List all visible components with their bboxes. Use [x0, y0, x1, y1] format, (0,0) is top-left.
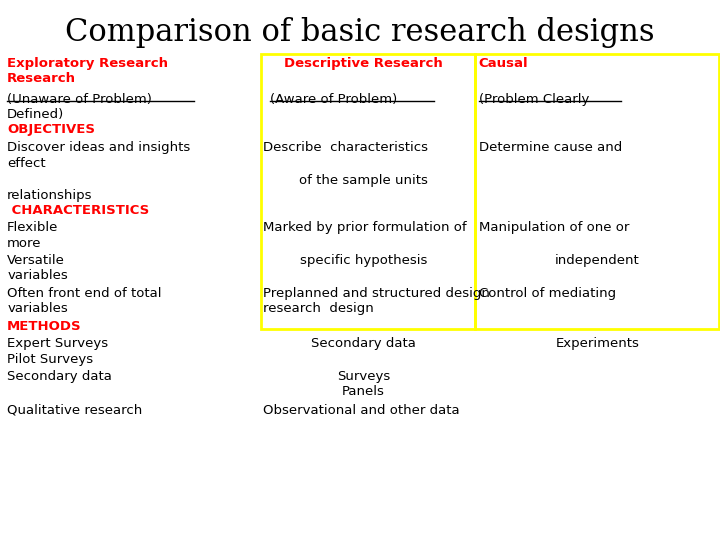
Text: Observational and other data: Observational and other data — [263, 404, 459, 417]
Text: Preplanned and structured design: Preplanned and structured design — [263, 287, 490, 300]
Text: Qualitative research: Qualitative research — [7, 404, 143, 417]
Text: Manipulation of one or: Manipulation of one or — [479, 221, 629, 234]
Bar — [261, 54, 475, 329]
Text: Often front end of total: Often front end of total — [7, 287, 162, 300]
Text: independent: independent — [555, 254, 640, 267]
Text: relationships: relationships — [7, 189, 93, 202]
Text: (Problem Clearly: (Problem Clearly — [479, 93, 589, 106]
Text: more: more — [7, 237, 42, 249]
Text: of the sample units: of the sample units — [300, 174, 428, 187]
Text: Versatile: Versatile — [7, 254, 65, 267]
Text: Control of mediating: Control of mediating — [479, 287, 616, 300]
Text: Pilot Surveys: Pilot Surveys — [7, 353, 94, 366]
Text: variables: variables — [7, 302, 68, 315]
Text: effect: effect — [7, 157, 46, 170]
Text: METHODS: METHODS — [7, 320, 82, 333]
Text: (Unaware of Problem): (Unaware of Problem) — [7, 93, 152, 106]
Text: Comparison of basic research designs: Comparison of basic research designs — [66, 17, 654, 48]
Text: Panels: Panels — [342, 385, 385, 398]
Text: Causal: Causal — [479, 57, 528, 70]
Text: Experiments: Experiments — [556, 338, 639, 350]
Text: variables: variables — [7, 269, 68, 282]
Text: Exploratory Research
Research: Exploratory Research Research — [7, 57, 168, 85]
Text: Describe  characteristics: Describe characteristics — [263, 141, 428, 154]
Bar — [475, 54, 719, 329]
Text: Determine cause and: Determine cause and — [479, 141, 622, 154]
Text: Marked by prior formulation of: Marked by prior formulation of — [263, 221, 467, 234]
Text: specific hypothesis: specific hypothesis — [300, 254, 427, 267]
Text: (Aware of Problem): (Aware of Problem) — [270, 93, 397, 106]
Text: Descriptive Research: Descriptive Research — [284, 57, 443, 70]
Text: CHARACTERISTICS: CHARACTERISTICS — [7, 204, 150, 217]
Text: Secondary data: Secondary data — [7, 370, 112, 383]
Text: Expert Surveys: Expert Surveys — [7, 338, 108, 350]
Text: Defined): Defined) — [7, 108, 65, 121]
Text: Flexible: Flexible — [7, 221, 58, 234]
Text: Discover ideas and insights: Discover ideas and insights — [7, 141, 191, 154]
Text: Secondary data: Secondary data — [311, 338, 416, 350]
Text: OBJECTIVES: OBJECTIVES — [7, 123, 95, 136]
Text: research  design: research design — [263, 302, 374, 315]
Text: Surveys: Surveys — [337, 370, 390, 383]
